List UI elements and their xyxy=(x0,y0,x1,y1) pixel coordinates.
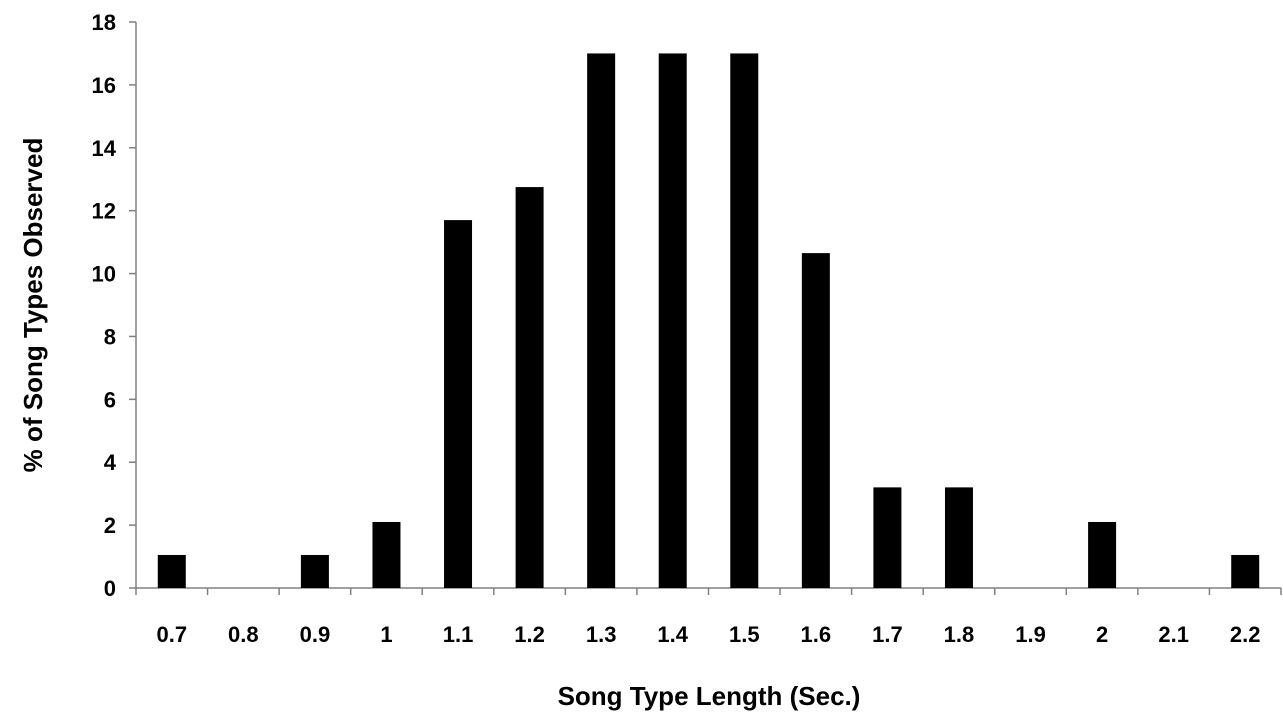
bar-2 xyxy=(1088,521,1117,588)
bar-1.7 xyxy=(873,487,902,588)
y-tick-label: 6 xyxy=(104,387,116,412)
y-axis-title: % of Song Types Observed xyxy=(18,138,48,473)
bar-0.9 xyxy=(300,554,329,588)
x-tick-labels: 0.7 0.8 0.9 1 1.1 1.2 1.3 1.4 1.5 1.6 1.7 1.8 1.9 2 2.… xyxy=(156,622,1260,647)
bar-0.7 xyxy=(157,554,186,588)
y-tick-labels: 0 2 4 6 8 10 12 14 16 18 xyxy=(92,10,117,601)
y-tick-label: 4 xyxy=(104,450,117,475)
x-tick-label: 1.3 xyxy=(586,622,617,647)
y-tick-label: 14 xyxy=(92,136,117,161)
y-tick-label: 8 xyxy=(104,324,116,349)
bar-1 xyxy=(372,521,401,588)
x-tick-label: 0.8 xyxy=(228,622,259,647)
x-axis-title: Song Type Length (Sec.) xyxy=(558,681,861,711)
bar-1.4 xyxy=(658,53,687,588)
x-tick-label: 1.9 xyxy=(1015,622,1046,647)
y-tick-label: 16 xyxy=(92,73,116,98)
bar-1.6 xyxy=(801,253,830,588)
bar-1.5 xyxy=(730,53,759,588)
x-tick-label: 1.6 xyxy=(801,622,832,647)
x-tick-label: 0.9 xyxy=(300,622,331,647)
y-tick-label: 12 xyxy=(92,199,116,224)
x-tick-label: 1.5 xyxy=(729,622,760,647)
y-tick-label: 2 xyxy=(104,513,116,538)
x-axis xyxy=(135,587,1282,595)
bar-1.2 xyxy=(515,187,544,589)
bar-1.1 xyxy=(444,220,473,588)
y-tick-label: 10 xyxy=(92,262,116,287)
x-tick-label: 2.2 xyxy=(1230,622,1261,647)
y-tick-label: 0 xyxy=(104,576,116,601)
y-axis xyxy=(129,21,137,589)
x-tick-label: 1.7 xyxy=(872,622,903,647)
x-tick-label: 1.8 xyxy=(944,622,975,647)
bar-1.3 xyxy=(587,53,616,588)
x-tick-label: 1.1 xyxy=(443,622,474,647)
bar-1.8 xyxy=(944,487,973,588)
x-tick-label: 2 xyxy=(1096,622,1108,647)
bars xyxy=(157,53,1260,589)
x-tick-label: 0.7 xyxy=(156,622,187,647)
x-tick-label: 1.4 xyxy=(657,622,688,647)
x-tick-label: 1.2 xyxy=(514,622,545,647)
x-tick-label: 2.1 xyxy=(1158,622,1189,647)
bar-2.2 xyxy=(1231,554,1260,588)
x-tick-label: 1 xyxy=(380,622,392,647)
y-tick-label: 18 xyxy=(92,10,116,35)
